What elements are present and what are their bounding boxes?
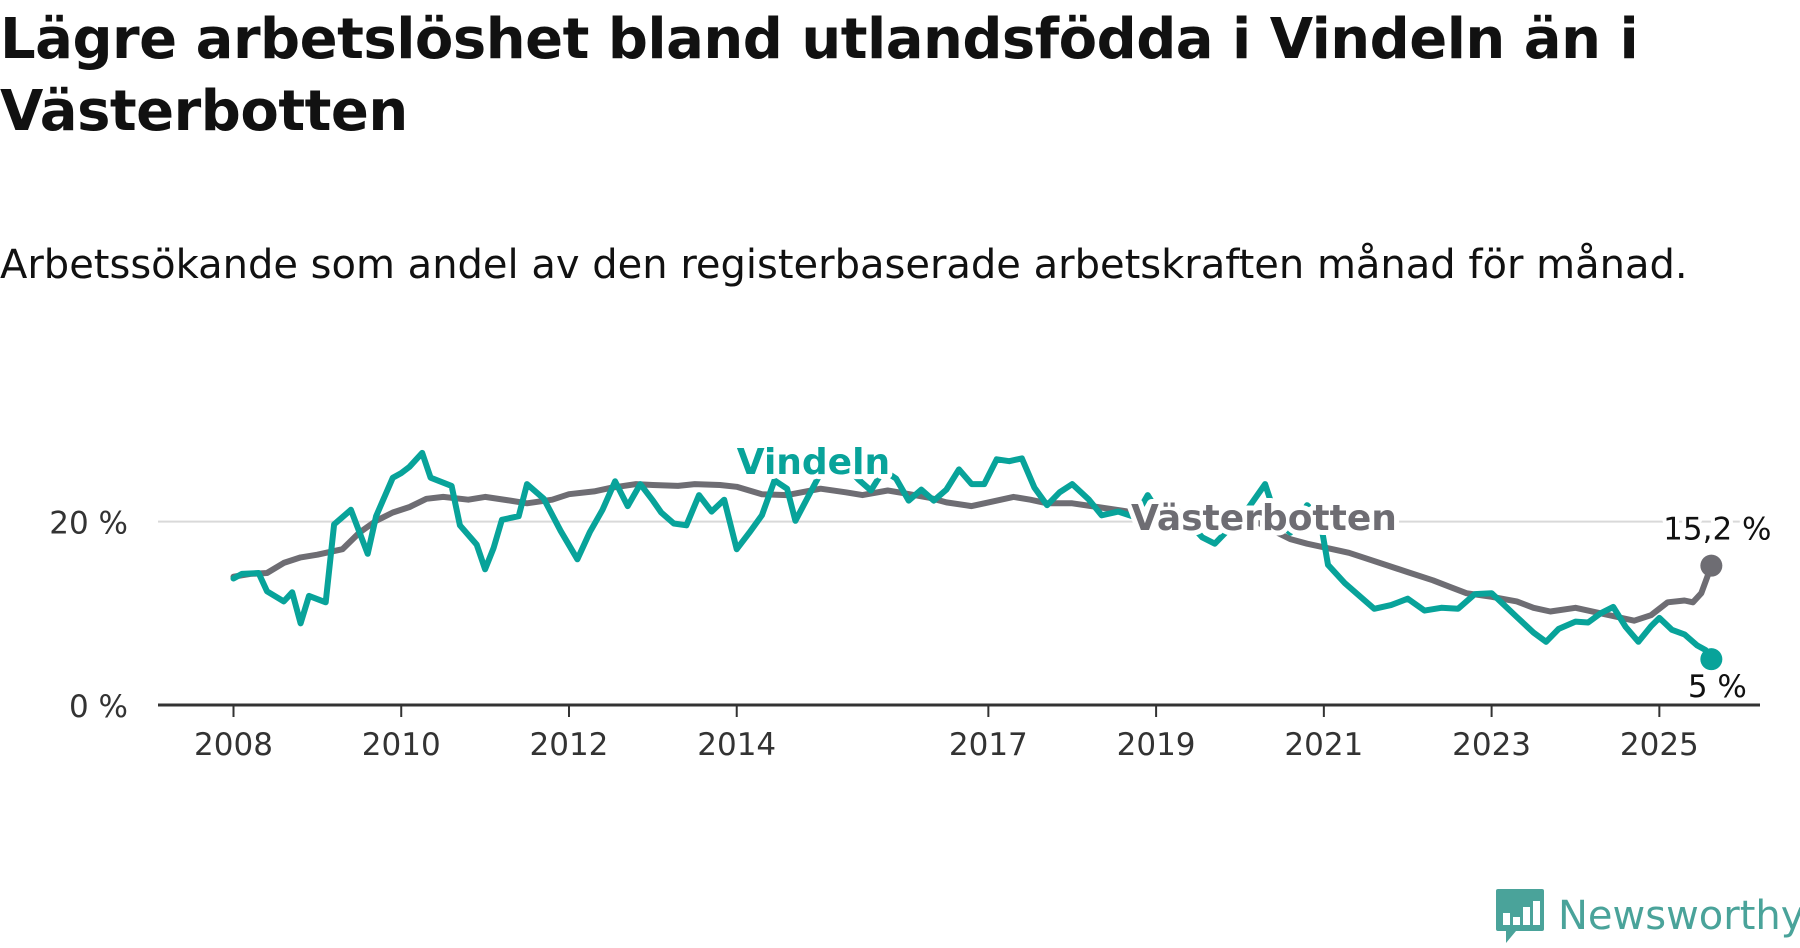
chart-title: Lägre arbetslöshet bland utlandsfödda i … (0, 7, 1639, 144)
labels: Vindeln Västerbotten 15,2 % 5 % (732, 437, 1776, 709)
x-tick-label: 2012 (530, 727, 609, 763)
series (230, 449, 1715, 663)
x-tick-label: 2023 (1452, 727, 1531, 763)
series-line-v-sterbotten (230, 481, 1715, 624)
series-end-label: 15,2 % (1663, 512, 1771, 548)
x-tick-label: 2014 (697, 727, 776, 763)
series-end-point (1700, 554, 1723, 577)
brand-name: Newsworthy (1558, 893, 1800, 939)
x-tick-label: 2017 (949, 727, 1028, 763)
series-label: Vindeln (737, 442, 890, 483)
series-line-vindeln (230, 449, 1715, 663)
bar-chart-speech-bubble-icon (1496, 889, 1544, 943)
x-tick-label: 2010 (362, 727, 441, 763)
y-tick-label: 20 % (49, 506, 128, 542)
x-tick-label: 2021 (1284, 727, 1363, 763)
chart-subtitle: Arbetssökande som andel av den registerb… (0, 242, 1688, 288)
brand-logo: Newsworthy (1494, 888, 1800, 944)
x-tick-label: 2025 (1620, 727, 1699, 763)
series-label: Västerbotten (1131, 498, 1397, 539)
axes: 0 % 20 % 2008 2010 2012 2014 2017 2019 2021 2023 2… (49, 506, 1760, 763)
x-tick-label: 2019 (1117, 727, 1196, 763)
y-tick-label: 0 % (69, 689, 128, 725)
series-end-point (1700, 648, 1723, 671)
x-tick-label: 2008 (194, 727, 273, 763)
series-end-label: 5 % (1688, 669, 1747, 705)
